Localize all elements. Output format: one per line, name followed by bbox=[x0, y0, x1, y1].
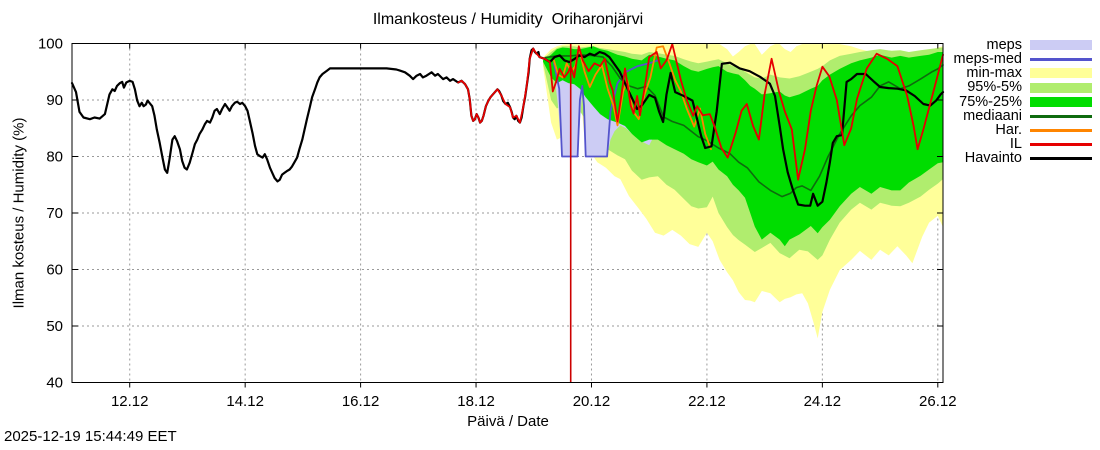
x-tick-label: 16.12 bbox=[342, 393, 380, 410]
x-axis-label: Päivä / Date bbox=[467, 413, 549, 430]
legend-item-il: IL bbox=[954, 136, 1092, 153]
legend-label-meps: meps bbox=[986, 36, 1022, 53]
legend-item-mediaani: mediaani bbox=[954, 107, 1092, 124]
legend-item-75-25: 75%-25% bbox=[954, 93, 1092, 110]
legend-swatch-95-5 bbox=[1030, 82, 1092, 93]
legend-swatch-min-max bbox=[1030, 68, 1092, 79]
line-il bbox=[457, 43, 944, 181]
legend-item-meps: meps bbox=[954, 36, 1092, 53]
y-tick-label: 50 bbox=[46, 318, 63, 335]
y-tick-label: 60 bbox=[46, 262, 63, 279]
legend-label-il: IL bbox=[1009, 136, 1022, 153]
generation-timestamp: 2025-12-19 15:44:49 EET bbox=[4, 428, 177, 445]
legend-label-75-25: 75%-25% bbox=[959, 93, 1022, 110]
legend: meps meps-med min-max 95%-5% 75%-25% mediaani… bbox=[953, 36, 1092, 167]
legend-swatch-mediaani bbox=[1030, 114, 1092, 118]
legend-swatch-75-25 bbox=[1030, 96, 1092, 107]
y-tick-label: 100 bbox=[38, 36, 63, 53]
legend-swatch-meps bbox=[1030, 40, 1092, 51]
x-tick-label: 24.12 bbox=[804, 393, 842, 410]
line-havainto bbox=[70, 47, 945, 207]
legend-label-min-max: min-max bbox=[966, 65, 1022, 82]
x-tick-label: 22.12 bbox=[688, 393, 726, 410]
x-tick-label: 26.12 bbox=[919, 393, 957, 410]
legend-item-havainto: Havainto bbox=[954, 150, 1092, 167]
legend-label-meps-med: meps-med bbox=[953, 51, 1023, 68]
legend-label-mediaani: mediaani bbox=[963, 107, 1022, 124]
legend-label-95-5: 95%-5% bbox=[967, 79, 1022, 96]
legend-label-havainto: Havainto bbox=[964, 150, 1022, 167]
line-mediaani bbox=[544, 54, 944, 198]
legend-swatch-meps-med bbox=[1030, 57, 1092, 61]
y-tick-label: 90 bbox=[46, 92, 63, 109]
y-tick-label: 40 bbox=[46, 375, 63, 392]
legend-label-har: Har. bbox=[995, 121, 1022, 138]
legend-item-meps-med: meps-med bbox=[953, 51, 1092, 68]
legend-swatch-havainto bbox=[1030, 157, 1092, 161]
x-tick-label: 20.12 bbox=[573, 393, 611, 410]
y-axis-label: Ilman kosteus / Humidity (%) bbox=[10, 117, 28, 309]
legend-swatch-il bbox=[1030, 142, 1092, 146]
x-tick-label: 18.12 bbox=[457, 393, 495, 410]
legend-swatch-har bbox=[1030, 128, 1092, 132]
legend-item-95-5: 95%-5% bbox=[954, 79, 1092, 96]
x-tick-label: 12.12 bbox=[111, 393, 149, 410]
legend-item-har: Har. bbox=[954, 121, 1092, 138]
chart-title: Ilmankosteus / Humidity Oriharonjärvi bbox=[372, 11, 644, 28]
line-meps-med bbox=[553, 59, 659, 158]
y-tick-label: 70 bbox=[46, 205, 63, 222]
legend-item-min-max: min-max bbox=[954, 65, 1092, 82]
y-tick-label: 80 bbox=[46, 149, 63, 166]
x-tick-label: 14.12 bbox=[226, 393, 264, 410]
